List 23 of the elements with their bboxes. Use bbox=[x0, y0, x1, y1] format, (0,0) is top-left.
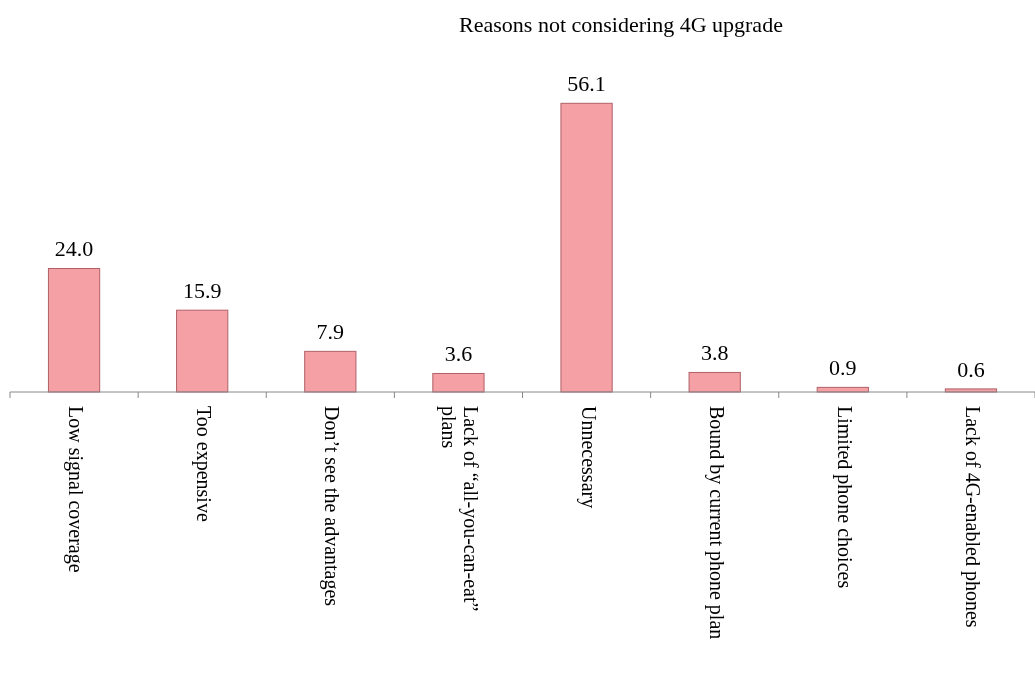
x-tick-label: Bound by current phone plan bbox=[705, 406, 729, 640]
bar bbox=[432, 372, 485, 393]
x-tick-label: Don’t see the advantages bbox=[320, 406, 344, 607]
data-label: 0.9 bbox=[829, 355, 857, 381]
data-label: 24.0 bbox=[54, 236, 94, 262]
x-tick-label: Low signal coverage bbox=[64, 406, 88, 573]
bar bbox=[688, 371, 741, 393]
chart-title: Reasons not considering 4G upgrade bbox=[459, 12, 783, 37]
bar bbox=[47, 267, 101, 393]
x-tick-label: Too expensive bbox=[192, 406, 216, 522]
bar bbox=[304, 350, 357, 393]
x-tick-label: Lack of 4G-enabled phones bbox=[961, 406, 985, 628]
x-tick-label: Lack of “all-you-can-eat” plans bbox=[437, 406, 483, 612]
data-label: 0.6 bbox=[957, 356, 985, 382]
bar bbox=[560, 102, 613, 393]
x-tick-label: Limited phone choices bbox=[833, 406, 857, 589]
data-label: 3.6 bbox=[444, 341, 473, 367]
data-label: 15.9 bbox=[182, 278, 222, 304]
bar bbox=[176, 309, 229, 393]
data-label: 56.1 bbox=[567, 71, 606, 97]
x-tick-label: Unnecessary bbox=[576, 406, 600, 509]
data-label: 3.8 bbox=[700, 340, 729, 366]
data-label: 7.9 bbox=[316, 319, 345, 345]
